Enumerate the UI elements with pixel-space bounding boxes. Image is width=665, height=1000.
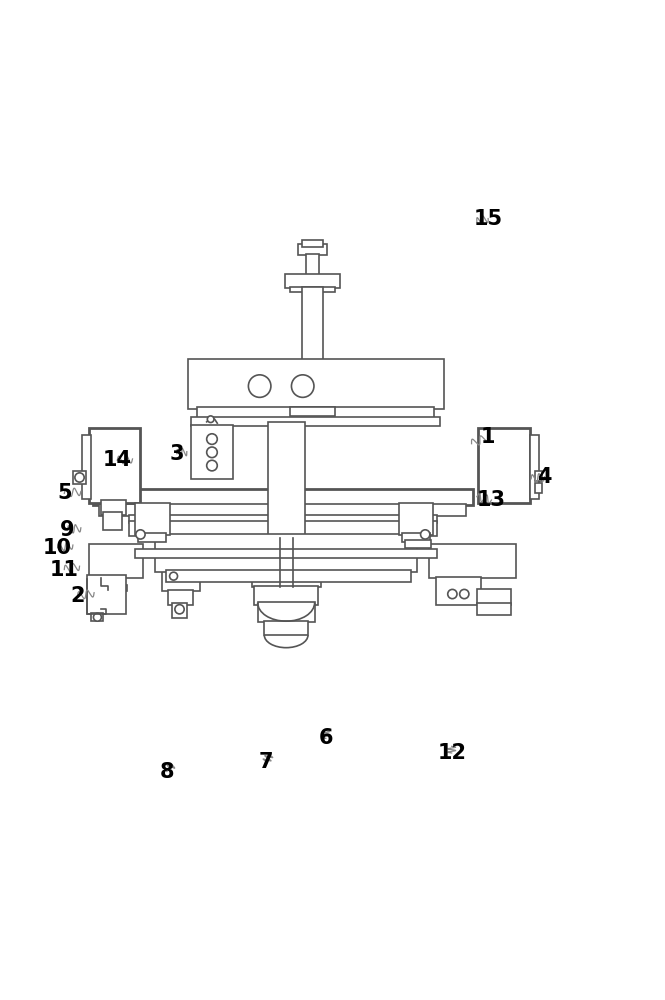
Bar bbox=[530, 435, 539, 499]
Text: 2: 2 bbox=[70, 586, 85, 606]
Text: 9: 9 bbox=[61, 520, 75, 540]
Text: 6: 6 bbox=[319, 728, 333, 748]
Bar bbox=[436, 577, 481, 605]
Bar bbox=[406, 540, 430, 548]
Bar bbox=[298, 244, 327, 255]
Bar bbox=[93, 489, 473, 505]
Circle shape bbox=[175, 605, 184, 614]
Bar bbox=[73, 471, 86, 484]
Bar bbox=[99, 504, 466, 516]
Circle shape bbox=[249, 375, 271, 397]
Bar bbox=[172, 603, 188, 618]
Bar bbox=[192, 425, 233, 479]
Bar bbox=[477, 589, 511, 605]
Circle shape bbox=[448, 589, 457, 599]
Text: 13: 13 bbox=[477, 490, 506, 510]
Bar bbox=[166, 570, 411, 582]
Bar bbox=[128, 515, 437, 523]
Text: 12: 12 bbox=[437, 743, 466, 763]
Bar bbox=[138, 533, 166, 542]
Circle shape bbox=[420, 530, 430, 539]
Bar bbox=[100, 500, 126, 515]
Bar bbox=[302, 287, 323, 361]
Bar bbox=[290, 407, 335, 416]
Bar bbox=[103, 512, 122, 530]
Text: 10: 10 bbox=[43, 538, 72, 558]
Bar bbox=[290, 287, 335, 292]
Bar bbox=[198, 407, 434, 419]
Bar bbox=[168, 590, 194, 605]
Bar bbox=[302, 240, 323, 247]
Bar bbox=[188, 359, 444, 409]
Circle shape bbox=[207, 447, 217, 458]
Bar bbox=[89, 428, 140, 503]
Bar bbox=[135, 503, 170, 535]
Circle shape bbox=[75, 473, 84, 482]
Text: 8: 8 bbox=[160, 762, 174, 782]
Text: 5: 5 bbox=[57, 483, 72, 503]
Bar bbox=[306, 254, 319, 275]
Bar bbox=[402, 533, 430, 542]
Bar bbox=[257, 602, 315, 622]
Bar bbox=[264, 621, 308, 635]
Bar bbox=[88, 575, 126, 614]
Text: 7: 7 bbox=[259, 752, 273, 772]
Bar bbox=[106, 585, 127, 591]
Bar bbox=[285, 274, 340, 288]
Bar bbox=[478, 428, 530, 503]
Bar bbox=[89, 544, 143, 578]
Text: 11: 11 bbox=[50, 560, 78, 580]
Bar bbox=[128, 521, 437, 536]
Bar bbox=[82, 435, 92, 499]
Circle shape bbox=[207, 460, 217, 471]
Bar bbox=[535, 483, 542, 493]
Bar bbox=[162, 564, 200, 591]
Bar bbox=[135, 549, 437, 558]
Bar bbox=[254, 586, 318, 605]
Bar bbox=[267, 422, 305, 538]
Text: 3: 3 bbox=[170, 444, 184, 464]
Circle shape bbox=[207, 416, 214, 423]
Bar bbox=[192, 417, 440, 426]
Bar bbox=[155, 534, 417, 572]
Bar bbox=[92, 577, 108, 591]
Bar bbox=[477, 603, 511, 615]
Text: 1: 1 bbox=[481, 427, 495, 447]
Bar bbox=[535, 471, 542, 481]
Bar bbox=[92, 613, 103, 621]
Circle shape bbox=[291, 375, 314, 397]
Circle shape bbox=[170, 572, 178, 580]
Circle shape bbox=[207, 434, 217, 444]
Text: 4: 4 bbox=[537, 467, 552, 487]
Bar bbox=[428, 544, 516, 578]
Bar bbox=[252, 537, 321, 587]
Text: 14: 14 bbox=[103, 450, 132, 470]
Bar bbox=[399, 503, 433, 535]
Circle shape bbox=[94, 613, 101, 621]
Text: 15: 15 bbox=[473, 209, 503, 229]
Circle shape bbox=[460, 589, 469, 599]
Circle shape bbox=[136, 530, 145, 539]
